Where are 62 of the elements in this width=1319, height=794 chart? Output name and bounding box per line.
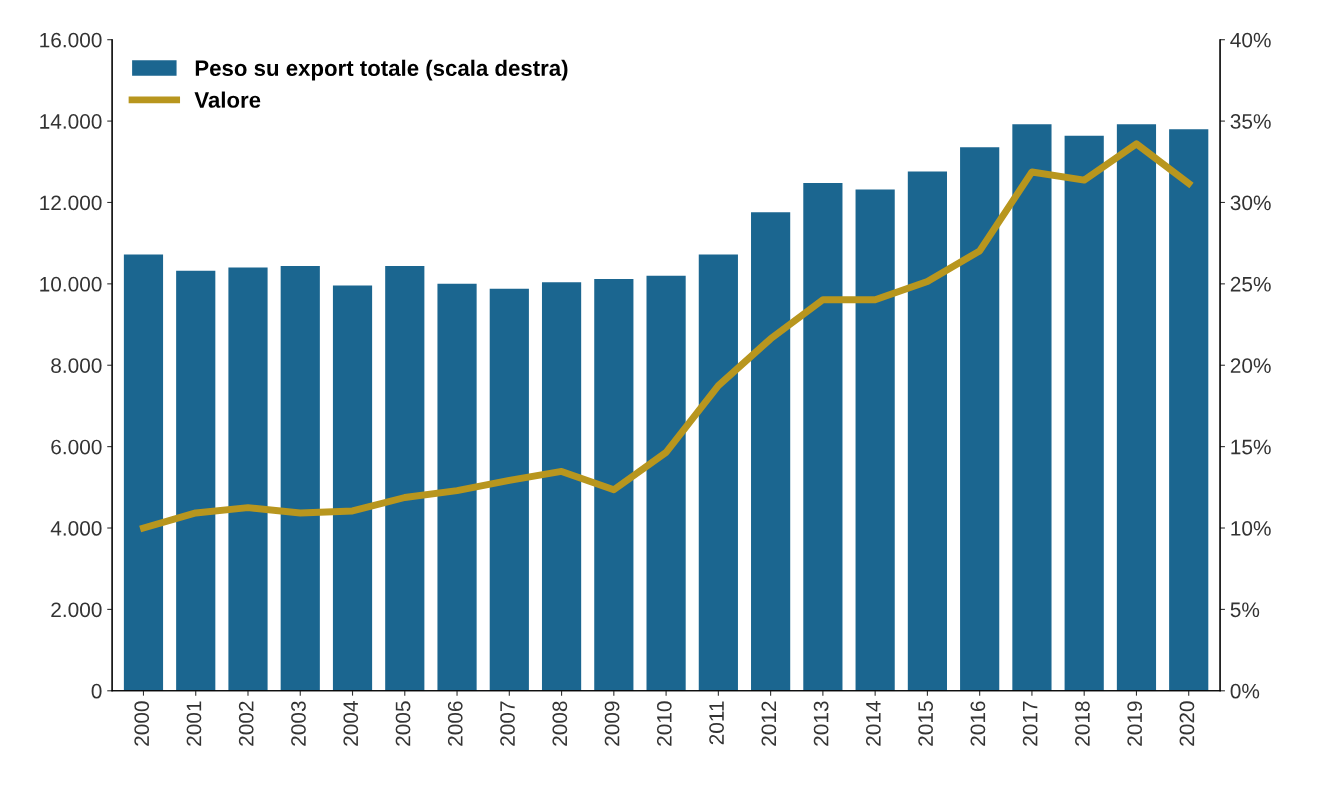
y-tick-label: 4.000 <box>50 521 102 536</box>
x-tick-label: 2001 <box>186 701 202 746</box>
x-tick-label: 2006 <box>447 701 463 746</box>
y2-tick-label: 25% <box>1230 276 1271 292</box>
x-tick-label: 2005 <box>395 701 411 746</box>
x-tick-label: 2002 <box>238 701 254 746</box>
x-tick-label: 2009 <box>604 701 620 746</box>
x-tick-label: 2019 <box>1127 701 1143 746</box>
bar <box>646 275 686 691</box>
y-tick-label: 8.000 <box>51 358 102 373</box>
bar <box>751 212 791 691</box>
x-tick-label: 2000 <box>134 701 150 746</box>
bar <box>1116 124 1157 691</box>
bar <box>855 189 895 691</box>
x-tick-label: 2017 <box>1022 701 1038 746</box>
y-tick-label: 10.000 <box>40 276 102 292</box>
y2-tick-label: 40% <box>1230 32 1271 48</box>
bar <box>123 254 164 691</box>
bar <box>907 171 947 691</box>
y-tick-label: 16.000 <box>40 32 102 48</box>
y2-tick-label: 20% <box>1230 358 1271 373</box>
y-tick-label: 6.000 <box>51 439 102 455</box>
bar <box>385 265 425 691</box>
y2-tick-label: 15% <box>1231 439 1271 455</box>
bar <box>1012 124 1052 691</box>
y-tick-label: 12.000 <box>40 195 102 211</box>
y-tick-label: 2.000 <box>51 602 102 618</box>
x-tick-label: 2016 <box>970 701 986 746</box>
bar <box>489 288 529 691</box>
bar <box>594 278 634 691</box>
x-tick-label: 2013 <box>813 701 829 746</box>
y2-tick-label: 30% <box>1230 195 1271 211</box>
bar <box>437 283 477 691</box>
x-tick-label: 2011 <box>709 701 724 745</box>
bar <box>1064 135 1104 691</box>
y-tick-label: 14.000 <box>40 114 102 129</box>
x-tick-label: 2018 <box>1075 701 1090 746</box>
bar <box>280 265 320 691</box>
y2-tick-label: 10% <box>1231 521 1271 536</box>
x-tick-label: 2008 <box>552 701 568 746</box>
legend-label: Valore <box>194 91 261 108</box>
bar <box>176 270 216 691</box>
bar <box>698 254 738 691</box>
x-tick-label: 2015 <box>918 701 933 746</box>
x-tick-label: 2012 <box>761 701 777 746</box>
x-tick-label: 2007 <box>500 701 515 746</box>
bar <box>1169 129 1209 691</box>
bar <box>960 147 1000 691</box>
legend-label: Peso su export totale (scala destra) <box>195 59 568 81</box>
y2-tick-label: 5% <box>1230 602 1260 618</box>
y2-tick-label: 0% <box>1230 683 1260 699</box>
x-tick-label: 2020 <box>1179 701 1195 746</box>
x-tick-label: 2004 <box>343 701 359 746</box>
bar <box>332 285 373 691</box>
y-tick-label: 0 <box>91 683 102 699</box>
bar <box>228 267 268 691</box>
bar <box>541 282 582 691</box>
x-tick-label: 2003 <box>291 701 306 746</box>
y2-tick-label: 35% <box>1230 114 1271 129</box>
bar <box>803 182 843 691</box>
x-tick-label: 2010 <box>656 701 672 746</box>
x-tick-label: 2014 <box>865 701 881 746</box>
